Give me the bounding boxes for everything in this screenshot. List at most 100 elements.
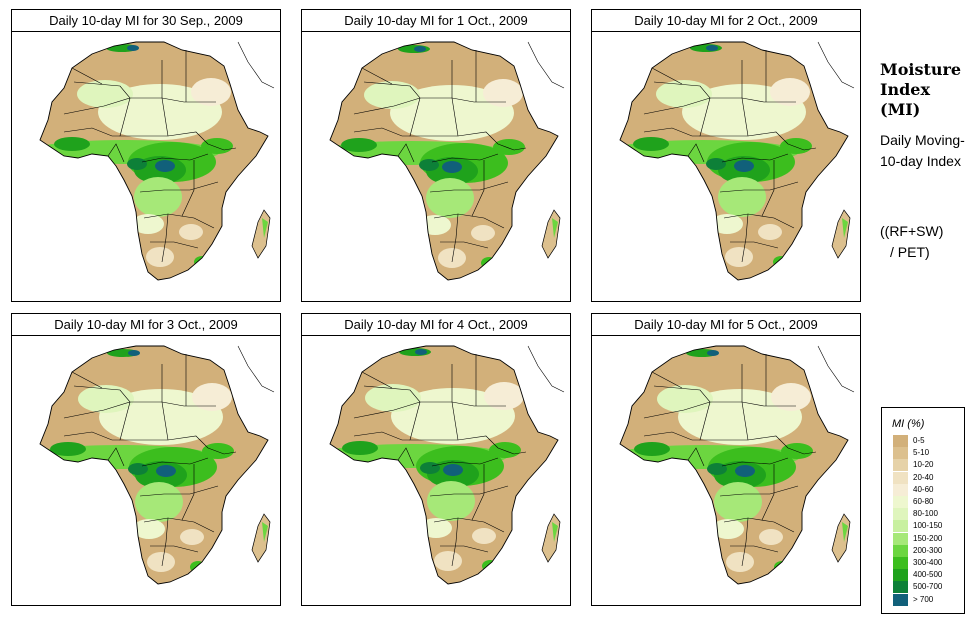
map-panel-1: Daily 10-day MI for 30 Sep., 2009 xyxy=(11,9,281,302)
coastline xyxy=(39,41,269,281)
country-border xyxy=(207,143,237,151)
country-border xyxy=(653,385,796,407)
madagascar xyxy=(541,209,561,259)
country-border xyxy=(741,517,749,567)
country-border xyxy=(361,371,393,389)
country-border xyxy=(699,97,789,145)
coastline xyxy=(329,345,559,585)
legend-swatch xyxy=(893,483,908,496)
legend-item: 40-60 xyxy=(893,483,963,496)
legend-label: 10-20 xyxy=(913,460,934,470)
legend-swatch xyxy=(893,557,908,569)
country-border xyxy=(741,60,749,137)
country-border xyxy=(497,447,527,455)
panel-title: Daily 10-day MI for 1 Oct., 2009 xyxy=(302,10,570,32)
legend-swatch xyxy=(893,508,908,521)
legend-label: 300-400 xyxy=(913,558,943,567)
country-border xyxy=(63,127,120,137)
legend-item: 500-700 xyxy=(893,581,963,594)
country-border xyxy=(361,67,393,85)
legend-label: 40-60 xyxy=(913,484,934,494)
moisture-area xyxy=(191,78,231,106)
country-border xyxy=(440,545,489,553)
country-border xyxy=(353,401,421,419)
map-panel-6: Daily 10-day MI for 5 Oct., 2009 xyxy=(591,313,861,606)
legend-label: 60-80 xyxy=(913,497,934,506)
index-formula: ((RF+SW) / PET) xyxy=(880,221,972,263)
legend-item: 150-200 xyxy=(893,532,963,545)
moisture-area xyxy=(427,481,475,521)
country-border xyxy=(353,127,410,137)
moisture-area xyxy=(147,552,175,572)
moisture-area xyxy=(443,464,463,476)
legend-item: 0-5 xyxy=(893,435,963,447)
madagascar xyxy=(251,209,271,259)
country-border xyxy=(63,401,131,419)
country-border xyxy=(353,97,421,115)
country-border xyxy=(687,143,705,163)
moisture-area xyxy=(192,383,232,411)
madagascar-moisture xyxy=(262,218,268,238)
map-panel-3: Daily 10-day MI for 2 Oct., 2009 xyxy=(591,9,861,302)
moisture-area xyxy=(633,137,669,151)
moisture-area xyxy=(711,214,743,234)
moisture-area xyxy=(202,443,234,459)
moisture-area xyxy=(155,160,175,172)
moisture-area xyxy=(483,79,523,107)
index-title: Moisture Index (MI) xyxy=(880,60,962,119)
country-border xyxy=(161,517,169,567)
moisture-area xyxy=(128,350,140,356)
moisture-area xyxy=(434,551,462,571)
arabia-outline xyxy=(817,41,855,89)
legend-label: 150-200 xyxy=(913,533,943,543)
moisture-area xyxy=(54,137,90,151)
country-border xyxy=(409,97,499,145)
map-panel-4: Daily 10-day MI for 3 Oct., 2009 xyxy=(11,313,281,606)
formula-line-2: / PET) xyxy=(890,244,930,260)
color-legend: MI (%) 0-5 5-10 10-20 20-40 40-60 60-80 80-100… xyxy=(881,407,965,614)
africa-map xyxy=(619,345,855,585)
legend-label: 100-150 xyxy=(913,521,943,531)
country-border xyxy=(363,385,506,407)
legend-label: 500-700 xyxy=(913,582,943,592)
country-border xyxy=(643,97,711,115)
madagascar xyxy=(831,209,851,259)
moisture-area xyxy=(656,80,712,108)
moisture-area xyxy=(179,224,203,240)
moisture-area xyxy=(426,178,474,218)
country-border xyxy=(143,213,215,229)
country-border xyxy=(451,60,459,137)
country-border xyxy=(451,364,459,441)
country-border xyxy=(721,153,789,163)
madagascar xyxy=(831,513,851,563)
legend-item: 10-20 xyxy=(893,459,963,472)
moisture-area xyxy=(781,443,813,459)
madagascar xyxy=(251,513,271,563)
country-border xyxy=(397,143,415,163)
madagascar xyxy=(541,513,561,563)
index-description: Daily Moving-10-day Index xyxy=(880,132,965,169)
panel-title: Daily 10-day MI for 2 Oct., 2009 xyxy=(592,10,860,32)
moisture-area xyxy=(78,385,134,413)
moisture-area xyxy=(420,518,452,538)
moisture-area xyxy=(771,383,811,411)
madagascar-moisture xyxy=(842,218,848,238)
country-border xyxy=(141,457,209,467)
legend-item: 80-100 xyxy=(893,508,963,521)
moisture-area xyxy=(726,552,754,572)
legend-label: 80-100 xyxy=(913,509,938,519)
madagascar-moisture xyxy=(842,522,848,542)
legend-label: > 700 xyxy=(913,594,934,604)
country-border xyxy=(719,485,799,497)
moisture-area xyxy=(734,160,754,172)
moisture-area xyxy=(712,519,744,539)
formula-line-1: ((RF+SW) xyxy=(880,223,944,239)
country-border xyxy=(141,153,209,163)
coastline xyxy=(619,345,849,585)
legend-label: 5-10 xyxy=(913,448,930,458)
moisture-area xyxy=(773,256,789,268)
moisture-area xyxy=(364,81,420,109)
country-border xyxy=(73,385,216,407)
moisture-area xyxy=(390,85,514,141)
country-border xyxy=(397,447,415,467)
